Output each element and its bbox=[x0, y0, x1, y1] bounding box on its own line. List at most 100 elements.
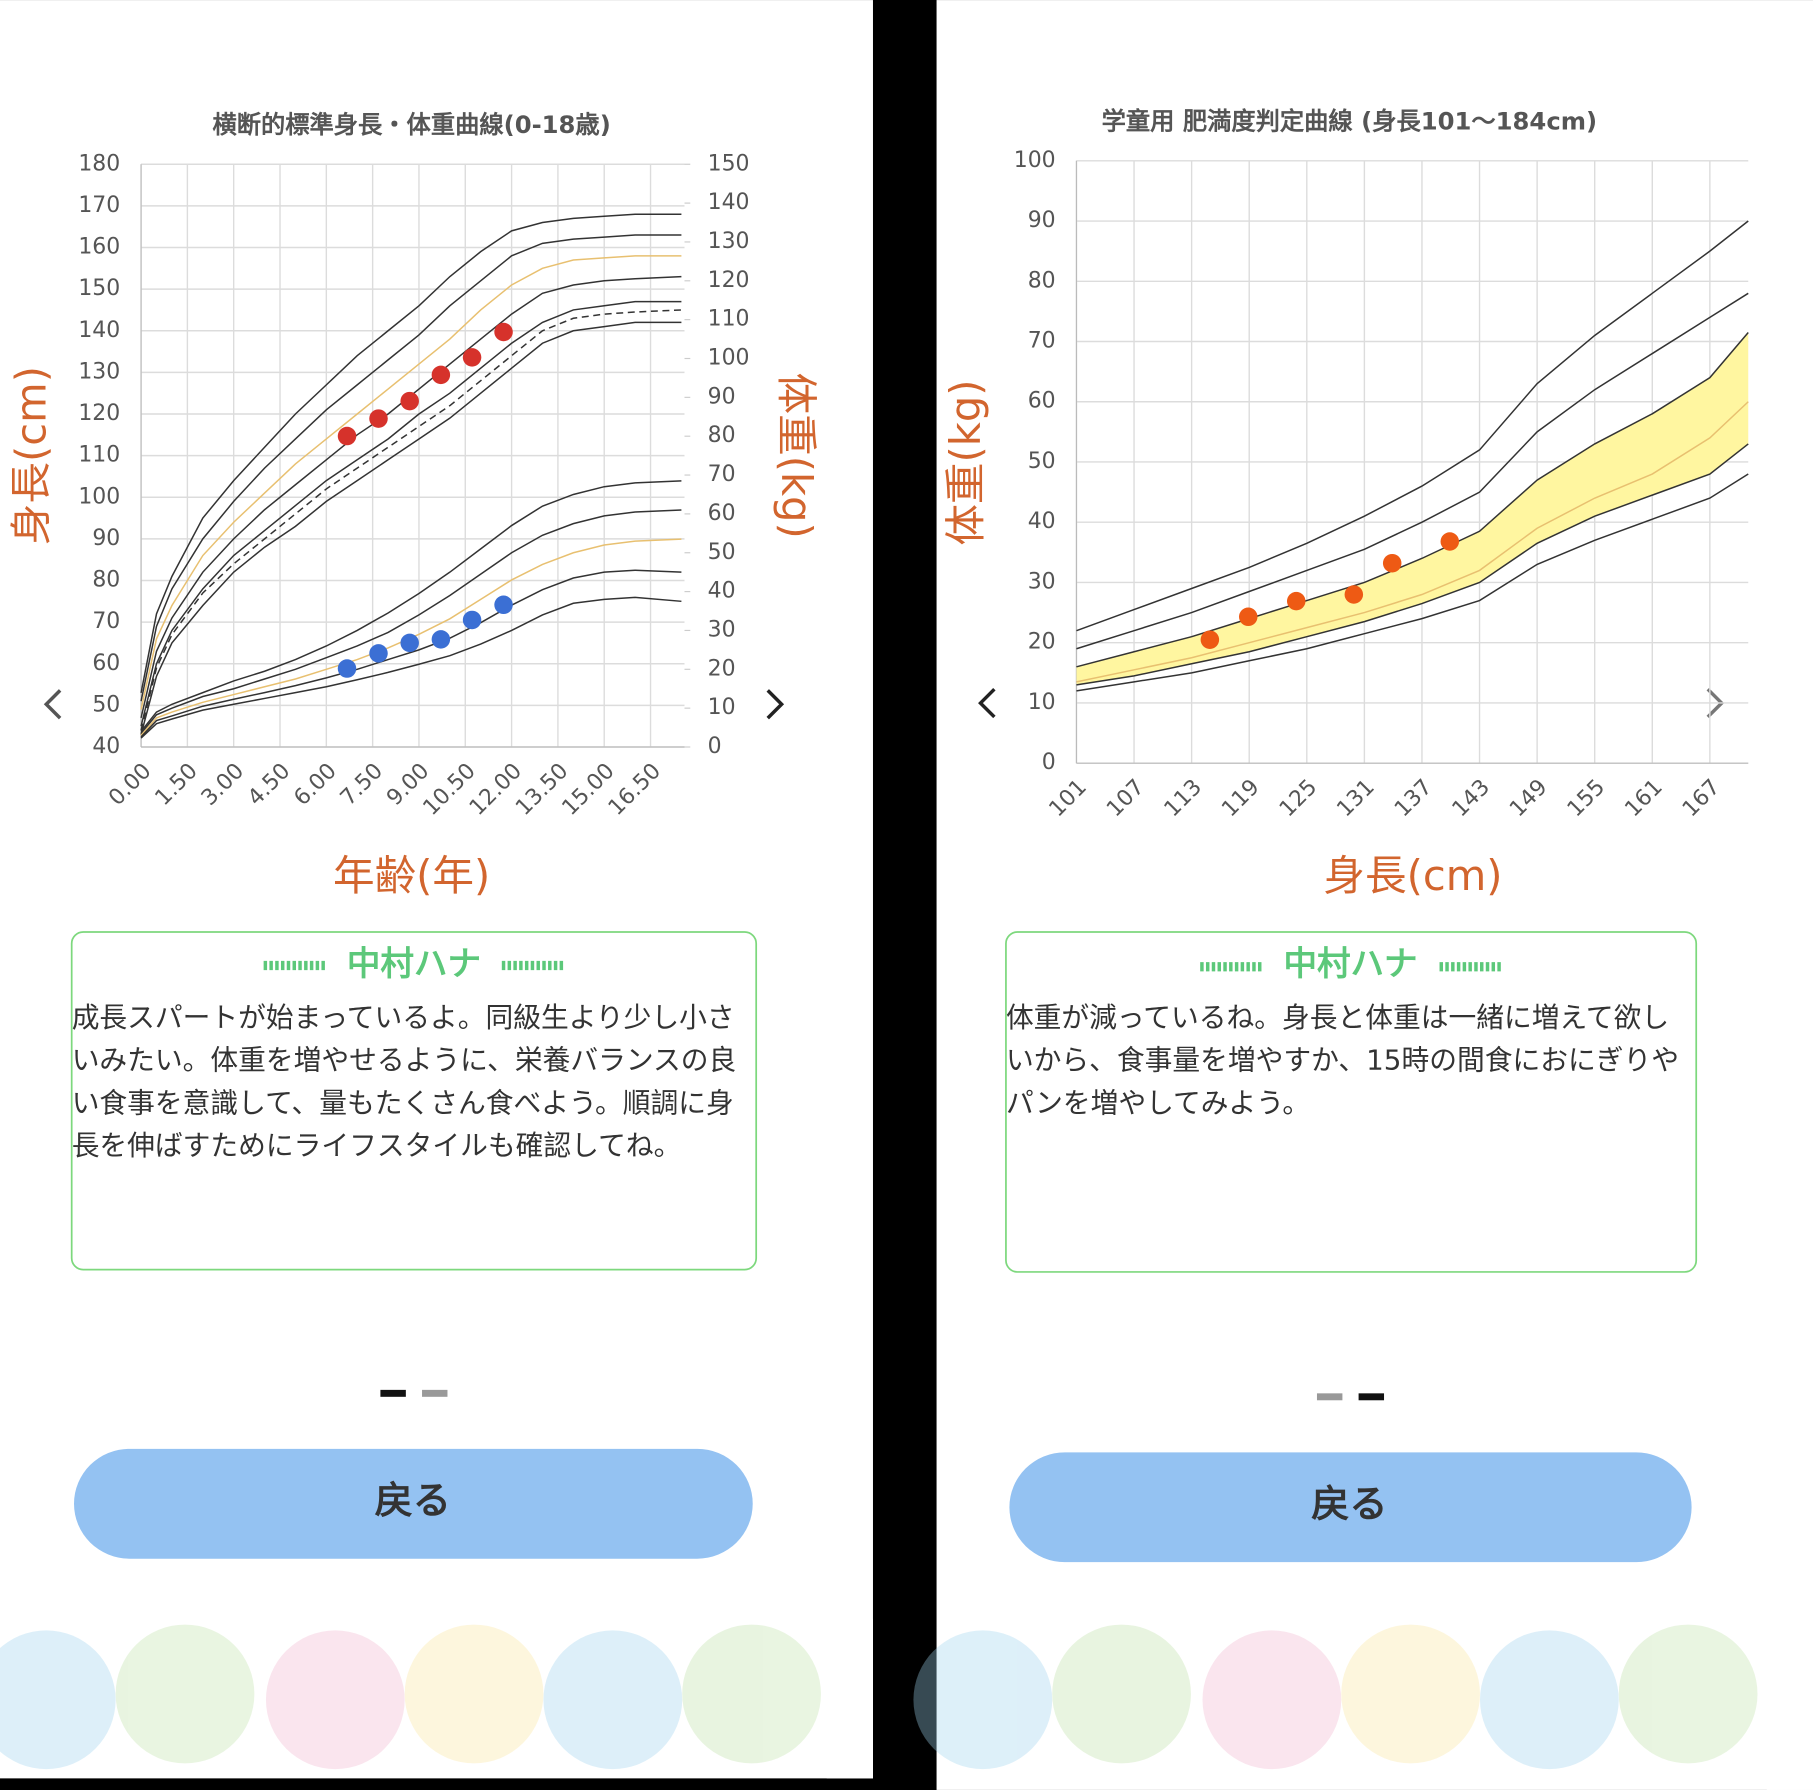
y-tick-label: 70 bbox=[1028, 329, 1056, 354]
y2-tick-label: 130 bbox=[708, 229, 750, 254]
y-tick-label: 80 bbox=[92, 568, 120, 593]
y2-tick-label: 150 bbox=[708, 151, 750, 176]
curve bbox=[1076, 473, 1749, 692]
curve bbox=[140, 213, 682, 694]
chart-title: 横断的標準身長・体重曲線(0-18歳) bbox=[212, 110, 610, 139]
y-tick-label: 150 bbox=[78, 276, 120, 301]
y2-tick-label: 110 bbox=[708, 307, 750, 332]
page-dot[interactable] bbox=[422, 1389, 448, 1397]
charts: 4050607080901001101201301401501601701800… bbox=[78, 148, 1749, 822]
y2-tick-label: 20 bbox=[708, 656, 736, 681]
y-tick-label: 120 bbox=[78, 401, 120, 426]
decoration bbox=[0, 1624, 1758, 1770]
y-tick-label: 100 bbox=[78, 484, 120, 509]
curve bbox=[140, 300, 682, 727]
y-tick-label: 80 bbox=[1028, 268, 1056, 293]
y-tick-label: 20 bbox=[1028, 630, 1056, 655]
y-axis-title: 体重(kg) bbox=[941, 379, 990, 545]
y-tick-label: 40 bbox=[92, 734, 120, 759]
y-tick-label: 60 bbox=[92, 651, 120, 676]
y2-tick-label: 50 bbox=[708, 540, 736, 565]
y-tick-label: 30 bbox=[1028, 569, 1056, 594]
page-dot-active[interactable] bbox=[1358, 1393, 1385, 1401]
y-tick-label: 180 bbox=[78, 151, 120, 176]
curve bbox=[140, 569, 682, 738]
data-point bbox=[369, 409, 388, 428]
data-point bbox=[400, 391, 419, 411]
data-point bbox=[1200, 630, 1220, 649]
curve bbox=[140, 255, 682, 710]
y-tick-label: 170 bbox=[78, 193, 120, 218]
back-button[interactable] bbox=[74, 1448, 753, 1559]
curve bbox=[140, 509, 682, 734]
y-tick-label: 40 bbox=[1028, 509, 1056, 534]
data-point bbox=[462, 348, 482, 367]
y-tick-label: 0 bbox=[1042, 750, 1056, 775]
data-point bbox=[1440, 532, 1460, 551]
message: 成長スパートが始まっているよ。同級生より少し小さいみたい。体重を増やせるように、… bbox=[71, 1001, 737, 1163]
prev-arrow[interactable] bbox=[43, 689, 62, 720]
curve bbox=[140, 309, 682, 731]
back-button-label[interactable]: 戻る bbox=[1311, 1482, 1387, 1526]
message-wrap: 体重が減っているね。身長と体重は一緒に増えて欲しいから、食事量を増やすか、15時… bbox=[1005, 1001, 1679, 1120]
y-tick-label: 160 bbox=[78, 235, 120, 260]
y2-tick-label: 140 bbox=[708, 190, 750, 215]
curve bbox=[1076, 401, 1749, 683]
x-axis-title: 身長(cm) bbox=[1323, 851, 1502, 900]
prev-arrow[interactable] bbox=[978, 687, 996, 719]
curve bbox=[1076, 292, 1749, 650]
y2-tick-label: 0 bbox=[708, 734, 722, 759]
back-button-label[interactable]: 戻る bbox=[375, 1479, 451, 1523]
child-name: 中村ハナ bbox=[347, 944, 481, 983]
data-point bbox=[400, 633, 419, 653]
message-wrap: 成長スパートが始まっているよ。同級生より少し小さいみたい。体重を増やせるように、… bbox=[71, 1001, 737, 1163]
y-tick-label: 90 bbox=[1028, 208, 1056, 233]
y-tick-label: 90 bbox=[92, 526, 120, 551]
curve bbox=[140, 480, 682, 732]
y2-tick-label: 10 bbox=[708, 695, 736, 720]
back-button[interactable] bbox=[1009, 1452, 1692, 1563]
data-point bbox=[369, 644, 388, 663]
curve bbox=[140, 275, 682, 719]
y2-tick-label: 100 bbox=[708, 346, 750, 371]
next-arrow[interactable] bbox=[766, 689, 785, 720]
message-box bbox=[1005, 931, 1698, 1273]
curve bbox=[140, 596, 682, 739]
y2-tick-label: 30 bbox=[708, 617, 736, 642]
data-point bbox=[337, 659, 357, 678]
y-tick-label: 60 bbox=[1028, 389, 1056, 414]
message: 体重が減っているね。身長と体重は一緒に増えて欲しいから、食事量を増やすか、15時… bbox=[1005, 1001, 1679, 1120]
message-box bbox=[70, 931, 758, 1271]
data-point bbox=[337, 426, 357, 446]
y2-tick-label: 120 bbox=[708, 268, 750, 293]
chart-title: 学童用 肥満度判定曲線 (身長101〜184cm) bbox=[1102, 107, 1598, 136]
y-tick-label: 110 bbox=[78, 443, 120, 468]
data-point bbox=[1239, 607, 1258, 627]
data-point bbox=[1286, 591, 1306, 611]
y2-tick-label: 80 bbox=[708, 423, 736, 448]
y-tick-label: 50 bbox=[92, 692, 120, 717]
curve bbox=[1076, 331, 1749, 668]
data-point bbox=[431, 365, 451, 385]
y2-tick-label: 70 bbox=[708, 462, 736, 487]
data-point bbox=[1382, 553, 1402, 573]
curve bbox=[140, 234, 682, 702]
y-tick-label: 10 bbox=[1028, 690, 1056, 715]
y-tick-label: 140 bbox=[78, 318, 120, 343]
y2-tick-label: 40 bbox=[708, 579, 736, 604]
x-axis-title: 年齢(年) bbox=[333, 851, 490, 900]
y-tick-label: 50 bbox=[1028, 449, 1056, 474]
curve bbox=[140, 538, 682, 736]
page-dot-active[interactable] bbox=[380, 1389, 406, 1397]
y2-tick-label: 90 bbox=[708, 384, 736, 409]
y-tick-label: 130 bbox=[78, 359, 120, 384]
data-point bbox=[494, 595, 513, 615]
child-name: 中村ハナ bbox=[1283, 944, 1417, 983]
curve bbox=[140, 321, 682, 735]
curve bbox=[1076, 220, 1749, 632]
page-dot[interactable] bbox=[1316, 1393, 1343, 1401]
y-tick-label: 100 bbox=[1014, 148, 1056, 173]
data-point bbox=[462, 610, 482, 630]
